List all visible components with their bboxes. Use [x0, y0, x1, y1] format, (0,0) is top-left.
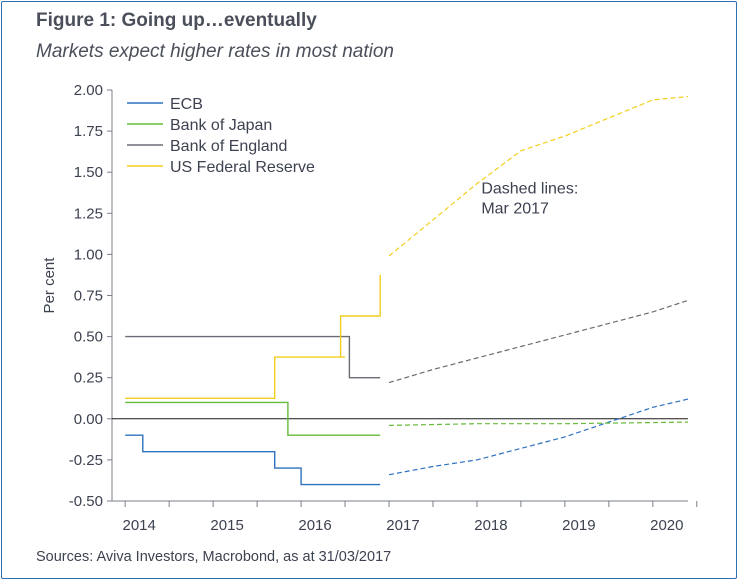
y-tick-label: 2.00: [74, 82, 103, 99]
series-line-bank-of-japan: [125, 401, 381, 436]
annotation-text: Mar 2017: [481, 201, 549, 218]
legend-label: US Federal Reserve: [170, 159, 315, 176]
y-tick-label: 1.00: [74, 246, 103, 263]
x-tick-label: 2020: [650, 517, 683, 534]
legend: ECB Bank of Japan Bank of England US Federa…: [127, 96, 315, 176]
y-tick-label: 0.50: [74, 329, 103, 346]
series-forecast-ecb: [388, 398, 689, 476]
annotation-text: Dashed lines:: [481, 181, 578, 198]
x-tick-label: 2014: [122, 517, 155, 534]
series-lines: [125, 96, 689, 486]
x-tick-label: 2016: [298, 517, 331, 534]
y-tick-label: 1.75: [74, 123, 103, 140]
y-tick-label: -0.25: [69, 452, 103, 469]
y-tick-label: 1.50: [74, 164, 103, 181]
y-tick-label: 0.75: [74, 288, 103, 305]
series-forecast-bank-of-england: [388, 299, 689, 384]
chart-title: Figure 1: Going up…eventually: [36, 10, 317, 31]
y-tick-label: 0.25: [74, 370, 103, 387]
x-tick-label: 2015: [210, 517, 243, 534]
x-tick-label: 2017: [386, 517, 419, 534]
series-line-ecb: [125, 434, 381, 486]
chart-subtitle: Markets expect higher rates in most nati…: [36, 41, 395, 62]
y-tick-label: 1.25: [74, 205, 103, 222]
x-tick-label: 2019: [562, 517, 595, 534]
source-note: Sources: Aviva Investors, Macrobond, as …: [36, 549, 392, 565]
series-forecast-bank-of-japan: [388, 421, 689, 426]
x-tick-label: 2018: [474, 517, 507, 534]
y-tick-label: 0.00: [74, 411, 103, 428]
series-line-bank-of-england: [125, 335, 381, 379]
legend-label: ECB: [170, 96, 203, 113]
axes: -0.50 -0.25 0.00 0.25 0.50 0.75 1.00 1.25 1.50 1.…: [41, 82, 698, 534]
series-line-us-federal-reserve: [125, 274, 381, 399]
y-tick-label: -0.50: [69, 493, 103, 510]
legend-label: Bank of Japan: [170, 117, 272, 134]
legend-label: Bank of England: [170, 138, 287, 155]
annotation: Dashed lines: Mar 2017: [481, 181, 578, 218]
y-axis-label: Per cent: [41, 257, 58, 314]
series-forecast-us-federal-reserve: [388, 96, 689, 257]
